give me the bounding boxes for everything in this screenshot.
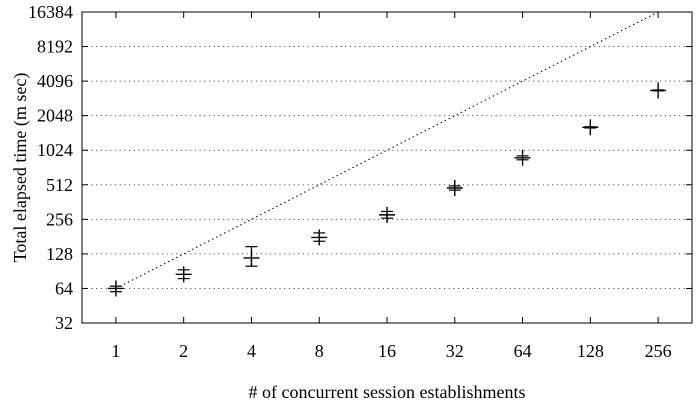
x-tick-label: 16	[378, 341, 396, 361]
x-tick-label: 64	[514, 341, 532, 361]
plot-frame	[81, 11, 693, 324]
y-axis-label: Total elapsed time (m sec)	[10, 73, 31, 263]
grid	[82, 46, 692, 289]
y-tick-label: 16384	[28, 2, 73, 22]
data-point	[175, 266, 192, 283]
y-tick-label: 1024	[37, 140, 73, 160]
data-point	[582, 119, 599, 136]
data-point	[446, 179, 463, 196]
data-point	[311, 229, 328, 246]
x-axis-label: # of concurrent session establishments	[249, 382, 526, 402]
data-point	[243, 246, 260, 267]
data-point	[650, 82, 667, 99]
y-tick-label: 32	[55, 313, 73, 333]
y-tick-label: 512	[46, 175, 73, 195]
y-tick-label: 2048	[37, 106, 73, 126]
data-point	[514, 149, 531, 166]
y-tick-label: 64	[55, 278, 73, 298]
reference-line-segment	[115, 11, 659, 289]
data-points	[107, 82, 667, 297]
y-tick-label: 128	[46, 244, 73, 264]
axis-ticks	[82, 11, 692, 324]
x-tick-label: 256	[645, 341, 672, 361]
y-tick-label: 8192	[37, 37, 73, 57]
x-tick-label: 8	[315, 341, 324, 361]
data-point	[107, 280, 124, 297]
y-tick-label: 256	[46, 209, 73, 229]
y-tick-label: 4096	[37, 71, 73, 91]
data-point	[379, 206, 396, 223]
reference-line	[115, 11, 659, 289]
x-tick-labels: 1 2 4 8 16 32 64 128 256	[111, 341, 671, 361]
x-tick-label: 2	[179, 341, 188, 361]
x-tick-label: 4	[247, 341, 256, 361]
x-tick-label: 128	[577, 341, 604, 361]
x-tick-label: 1	[111, 341, 120, 361]
x-tick-label: 32	[446, 341, 464, 361]
y-tick-labels: 32 64 128 256 512 1024 2048 4096 8192 16384	[28, 2, 73, 333]
